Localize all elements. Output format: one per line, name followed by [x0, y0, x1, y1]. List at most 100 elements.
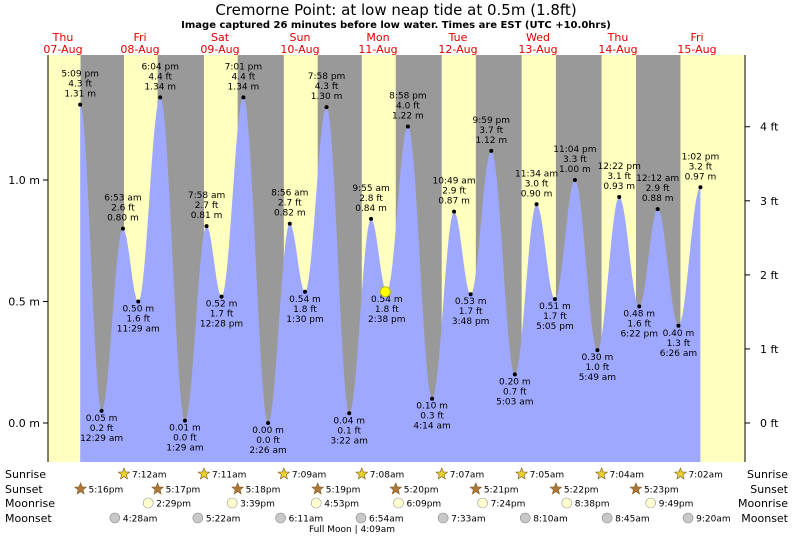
tide-label: 1.31 m [64, 90, 96, 100]
tide-point [78, 102, 83, 107]
sunrise-row-label-right: Sunrise [747, 468, 788, 481]
moonrise-icon [226, 497, 238, 509]
tide-label: 7:58 pm [308, 72, 346, 82]
sunrise-time: 7:04am [610, 471, 645, 481]
tide-label: 1.0 ft [586, 363, 610, 373]
tide-label: 3.2 ft [689, 162, 713, 172]
moonset-row-label: Moonset [5, 512, 52, 525]
moonset-icon [437, 512, 449, 524]
day-name: Mon [366, 31, 389, 44]
right-tick-label: 0 ft [760, 417, 779, 430]
sunrise-time: 7:02am [688, 471, 723, 481]
day-name: Thu [607, 31, 629, 44]
tide-curve [80, 97, 701, 463]
tide-label: 1.00 m [559, 165, 591, 175]
tide-point [204, 224, 209, 229]
tide-point [534, 202, 539, 207]
tide-label: 0.3 ft [420, 412, 444, 422]
moonset-time: 7:33am [451, 515, 486, 525]
day-date: 12-Aug [438, 43, 477, 56]
tide-label: 5:03 am [496, 397, 533, 407]
tide-label: 2.8 ft [359, 194, 383, 204]
day-name: Thu [52, 31, 74, 44]
axes: 0.0 m 0.5 m 1.0 m 0 ft 1 ft 2 ft 3 ft 4 ft [8, 55, 779, 462]
day-name: Fri [133, 31, 146, 44]
moonrise-icon [393, 497, 404, 509]
tide-point [452, 209, 457, 214]
tide-label: 0.97 m [685, 172, 717, 182]
tide-label: 2.9 ft [646, 184, 670, 194]
moonrise-icon [645, 497, 657, 509]
day-name: Sat [211, 31, 230, 44]
right-tick-label: 1 ft [760, 343, 779, 356]
tide-point [698, 185, 703, 190]
tide-label: 1.12 m [475, 136, 507, 146]
tide-label: 9:55 am [352, 184, 389, 194]
tide-label: 0.54 m [371, 295, 403, 305]
tide-label: 1.22 m [392, 112, 424, 122]
tide-label: 1.3 ft [667, 339, 691, 349]
tide-label: 0.88 m [642, 194, 674, 204]
tide-point [637, 304, 642, 309]
tide-label: 0.87 m [438, 197, 470, 207]
moonrise-time: 8:38pm [575, 500, 610, 510]
day-name: Wed [526, 31, 550, 44]
tide-label: 3.1 ft [607, 172, 631, 182]
tide-label: 3.7 ft [479, 126, 503, 136]
left-tick-label: 1.0 m [8, 174, 40, 187]
tide-label: 5:05 pm [536, 322, 574, 332]
tide-label: 4.3 ft [68, 80, 92, 90]
tide-label: 0.05 m [86, 414, 118, 424]
sunset-time: 5:22pm [564, 486, 599, 496]
tide-label: 0.90 m [521, 189, 553, 199]
tide-point [219, 294, 224, 299]
tide-label: 0.54 m [289, 295, 321, 305]
tide-label: 8:56 am [271, 189, 308, 199]
moonset-icon [275, 512, 286, 524]
tide-label: 4.4 ft [148, 72, 172, 82]
moonrise-time: 9:49pm [659, 500, 694, 510]
tide-label: 12:29 am [80, 434, 123, 444]
tide-label: 1.7 ft [210, 310, 234, 320]
tide-point [241, 95, 246, 100]
tide-point [468, 292, 473, 297]
day-date: 09-Aug [200, 43, 239, 56]
tide-label: 5:09 pm [61, 70, 99, 80]
moonrise-icon [477, 497, 488, 509]
tide-label: 0.53 m [455, 297, 487, 307]
tide-label: 0.84 m [355, 204, 387, 214]
sunrise-icon [673, 467, 687, 480]
tide-label: 0.51 m [539, 302, 571, 312]
moonrise-row-label: Moonrise [5, 497, 55, 510]
sunset-icon [311, 482, 325, 495]
tide-label: 0.93 m [603, 182, 635, 192]
sunset-time: 5:16pm [89, 486, 124, 496]
right-tick-label: 2 ft [760, 269, 779, 282]
sunset-time: 5:17pm [166, 486, 201, 496]
tide-point [136, 299, 141, 304]
tide-label: 2:38 pm [368, 315, 406, 325]
sunrise-time: 7:05am [530, 471, 565, 481]
moonset-icon [519, 512, 531, 524]
day-labels: Thu07-AugFri08-AugSat09-AugSun10-AugMon1… [43, 31, 716, 56]
moon-phase-label: Full Moon | 4:09am [309, 525, 395, 535]
tide-point [595, 348, 600, 353]
sunrise-time: 7:11am [212, 471, 247, 481]
sunrise-time: 7:08am [370, 471, 405, 481]
tide-label: 12:22 pm [598, 162, 641, 172]
tide-label: 11:04 pm [553, 145, 596, 155]
tide-label: 3.0 ft [525, 179, 549, 189]
tide-label: 0.80 m [107, 214, 139, 224]
tide-label: 1.6 ft [627, 319, 651, 329]
moonrise-icon [142, 497, 154, 509]
day-date: 14-Aug [598, 43, 637, 56]
moonset-time: 4:28am [123, 515, 158, 525]
tide-label: 1.6 ft [126, 315, 150, 325]
tide-point [158, 95, 163, 100]
day-date: 10-Aug [280, 43, 319, 56]
tide-label: 5:49 am [579, 373, 616, 383]
tide-label: 4:14 am [413, 422, 450, 432]
sunset-icon [231, 482, 245, 495]
